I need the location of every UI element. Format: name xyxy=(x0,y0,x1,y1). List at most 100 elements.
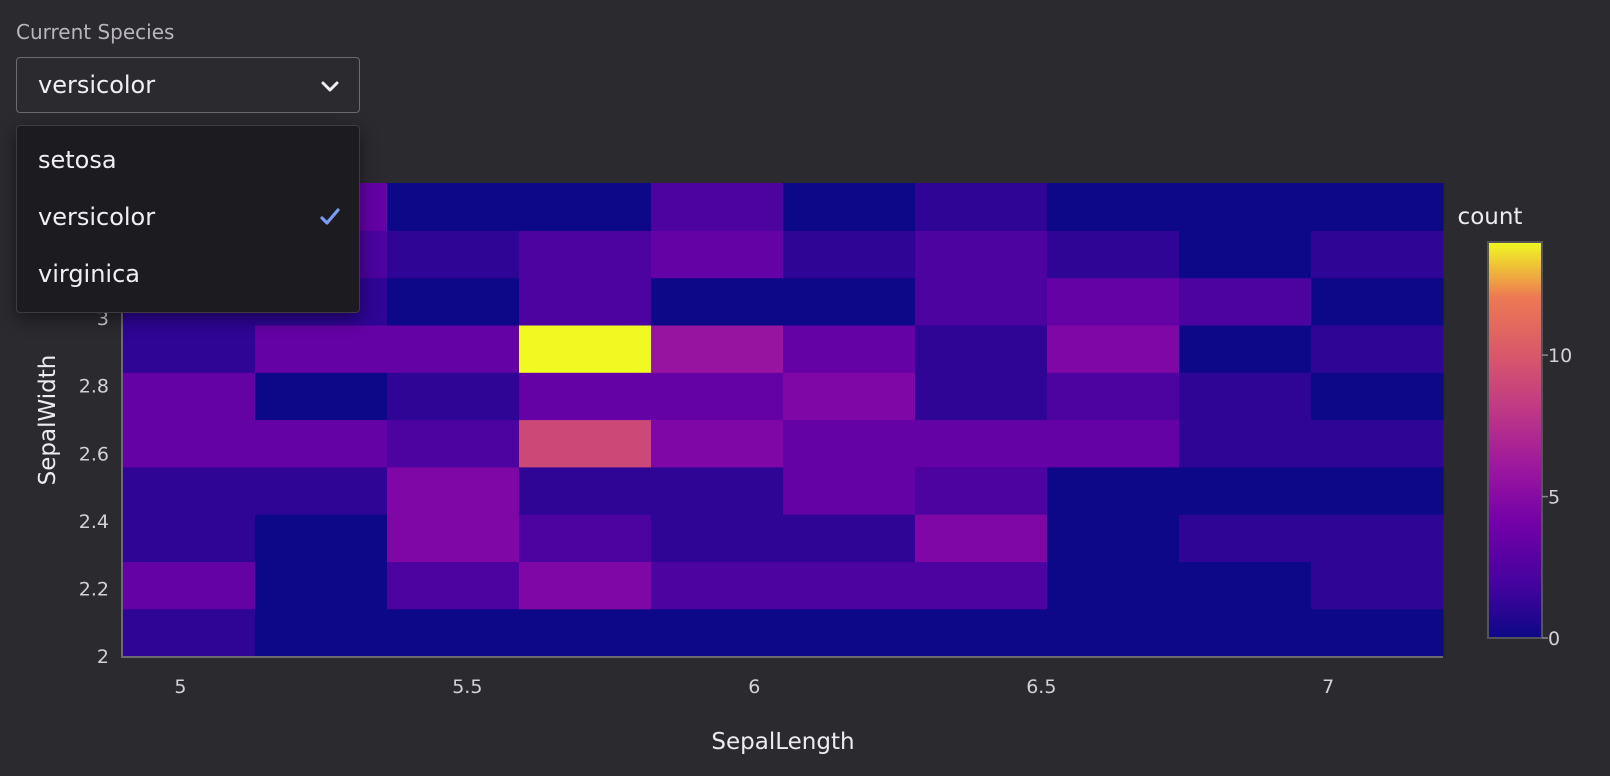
colorbar-tick-label: 0 xyxy=(1548,628,1560,650)
heatmap-cell xyxy=(1179,277,1312,326)
species-select-value: versicolor xyxy=(38,71,156,99)
heatmap-cell xyxy=(1047,608,1180,657)
species-option-virginica[interactable]: virginica xyxy=(17,246,359,302)
heatmap-cell xyxy=(651,561,784,610)
checkmark-icon xyxy=(320,208,340,225)
heatmap-cell xyxy=(651,419,784,468)
heatmap-cell xyxy=(915,419,1048,468)
species-option-label: versicolor xyxy=(38,203,156,231)
heatmap-cell xyxy=(1179,608,1312,657)
heatmap-cells xyxy=(123,183,1444,657)
species-option-setosa[interactable]: setosa xyxy=(17,132,359,188)
y-tick-label: 2.8 xyxy=(79,376,109,398)
heatmap-cell xyxy=(915,277,1048,326)
y-tick-label: 3 xyxy=(97,308,109,330)
species-dropdown-menu: setosa versicolor virginica xyxy=(16,125,360,313)
heatmap-cell xyxy=(1047,466,1180,515)
heatmap-cell xyxy=(651,514,784,562)
y-tick-label: 2 xyxy=(97,646,109,668)
heatmap-cell xyxy=(1179,372,1312,421)
heatmap-cell xyxy=(1311,324,1444,373)
y-ticks: 2 2.2 2.4 2.6 2.8 3 xyxy=(79,308,109,668)
x-ticks: 5 5.5 6 6.5 7 xyxy=(174,676,1334,698)
heatmap-cell xyxy=(783,608,916,657)
species-option-versicolor[interactable]: versicolor xyxy=(17,189,359,245)
heatmap-cell xyxy=(651,372,784,421)
heatmap-cell xyxy=(1179,561,1312,610)
heatmap-cell xyxy=(387,183,520,231)
colorbar-title: count xyxy=(1458,204,1523,230)
heatmap-cell xyxy=(519,230,652,279)
heatmap-cell xyxy=(1311,514,1444,562)
heatmap-cell xyxy=(783,183,916,231)
heatmap-cell xyxy=(519,183,652,231)
heatmap-cell xyxy=(123,419,256,468)
heatmap-cell xyxy=(519,277,652,326)
heatmap-cell xyxy=(255,514,388,562)
colorbar-tick-label: 10 xyxy=(1548,345,1572,367)
colorbar xyxy=(1487,241,1543,639)
heatmap-cell xyxy=(1311,608,1444,657)
heatmap-cell xyxy=(1311,372,1444,421)
heatmap-cell xyxy=(1311,183,1444,231)
heatmap-cell xyxy=(1311,277,1444,326)
heatmap-cell xyxy=(387,230,520,279)
x-tick-label: 6 xyxy=(748,676,760,698)
x-tick-label: 7 xyxy=(1322,676,1334,698)
heatmap-cell xyxy=(123,514,256,562)
colorbar-ticks: 0 5 10 xyxy=(1542,345,1572,650)
heatmap-cell xyxy=(783,324,916,373)
heatmap-cell xyxy=(783,277,916,326)
colorbar-tick-label: 5 xyxy=(1548,487,1560,509)
heatmap-cell xyxy=(519,372,652,421)
x-tick-label: 5.5 xyxy=(452,676,482,698)
heatmap-cell xyxy=(123,561,256,610)
heatmap-cell xyxy=(255,324,388,373)
heatmap-cell xyxy=(1179,514,1312,562)
heatmap-cell xyxy=(1179,183,1312,231)
heatmap-cell xyxy=(1047,561,1180,610)
heatmap-cell xyxy=(783,419,916,468)
heatmap-cell xyxy=(519,466,652,515)
heatmap-cell xyxy=(519,561,652,610)
heatmap-cell xyxy=(783,466,916,515)
species-select[interactable]: versicolor xyxy=(16,57,360,113)
x-tick-label: 6.5 xyxy=(1026,676,1056,698)
heatmap-cell xyxy=(651,183,784,231)
y-axis-title: SepalWidth xyxy=(35,355,61,486)
heatmap-cell xyxy=(123,608,256,657)
heatmap-cell xyxy=(1311,230,1444,279)
heatmap-cell xyxy=(1047,372,1180,421)
heatmap-cell xyxy=(255,466,388,515)
heatmap-cell xyxy=(519,419,652,468)
heatmap-cell xyxy=(1047,183,1180,231)
heatmap-cell xyxy=(651,466,784,515)
heatmap-cell xyxy=(651,324,784,373)
heatmap-cell xyxy=(1311,466,1444,515)
heatmap-cell xyxy=(1179,230,1312,279)
heatmap-cell xyxy=(1047,277,1180,326)
heatmap-cell xyxy=(255,608,388,657)
heatmap-cell xyxy=(123,324,256,373)
heatmap-cell xyxy=(123,372,256,421)
heatmap-cell xyxy=(651,230,784,279)
heatmap-cell xyxy=(651,608,784,657)
heatmap-cell xyxy=(519,514,652,562)
heatmap-cell xyxy=(1179,324,1312,373)
species-option-label: setosa xyxy=(38,146,117,174)
heatmap-cell xyxy=(915,372,1048,421)
heatmap-cell xyxy=(387,324,520,373)
heatmap-cell xyxy=(783,514,916,562)
heatmap-cell xyxy=(1311,561,1444,610)
heatmap-cell xyxy=(255,372,388,421)
heatmap-cell xyxy=(1047,230,1180,279)
heatmap-cell xyxy=(1047,514,1180,562)
heatmap-cell xyxy=(915,324,1048,373)
heatmap-cell xyxy=(123,466,256,515)
x-tick-label: 5 xyxy=(174,676,186,698)
heatmap-cell xyxy=(387,514,520,562)
chevron-down-icon xyxy=(321,81,339,92)
heatmap-cell xyxy=(915,466,1048,515)
species-option-label: virginica xyxy=(38,260,140,288)
